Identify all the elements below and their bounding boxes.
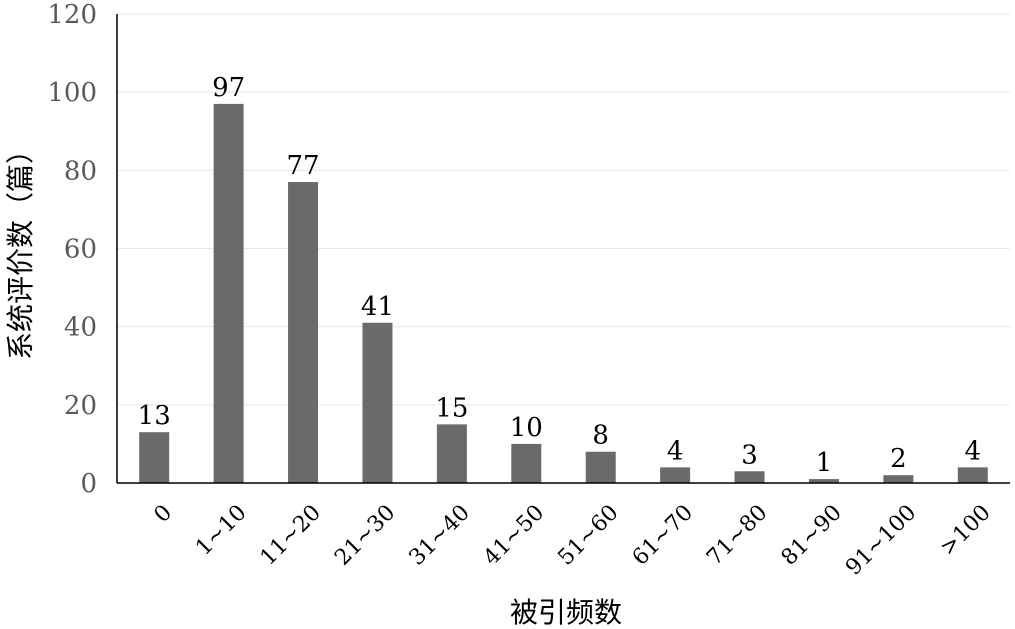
- bar: [585, 451, 616, 483]
- bar: [511, 443, 542, 483]
- x-tick-label: 0: [150, 500, 178, 528]
- bars: [139, 103, 988, 484]
- data-label: 15: [435, 393, 468, 423]
- bar: [436, 424, 467, 483]
- x-tick-label: 61~70: [628, 500, 698, 570]
- y-tick-label: 20: [64, 391, 97, 421]
- y-axis-title: 系统评价数（篇）: [4, 136, 37, 360]
- data-label: 2: [890, 444, 907, 474]
- x-tick-label: >100: [935, 500, 995, 560]
- y-tick-label: 40: [64, 313, 97, 343]
- data-label: 77: [286, 151, 319, 181]
- bar: [957, 467, 988, 483]
- y-axis-ticks: 0 20 40 60 80 100 120: [47, 0, 97, 499]
- bar: [660, 467, 691, 483]
- x-tick-label: 71~80: [702, 500, 772, 570]
- x-axis-ticks: 0 1~10 11~20 21~30 31~40 41~50 51~60 61~70 71~80…: [150, 500, 996, 580]
- data-label: 3: [741, 440, 758, 470]
- bar: [213, 103, 244, 484]
- x-tick-label: 11~20: [256, 500, 326, 570]
- bar: [139, 432, 170, 483]
- data-label: 4: [667, 436, 684, 466]
- bar: [288, 182, 319, 483]
- data-labels: 13 97 77 41 15 10 8 4 3 1 2 4: [138, 73, 981, 478]
- y-tick-label: 100: [47, 78, 97, 108]
- data-label: 8: [592, 421, 609, 451]
- y-tick-label: 60: [64, 235, 97, 265]
- x-tick-label: 31~40: [405, 500, 475, 570]
- y-tick-label: 120: [47, 0, 97, 30]
- bar: [808, 479, 839, 483]
- x-tick-label: 81~90: [777, 500, 847, 570]
- y-tick-label: 80: [64, 156, 97, 186]
- data-label: 13: [138, 401, 171, 431]
- bar: [362, 322, 393, 483]
- x-tick-label: 51~60: [553, 500, 623, 570]
- x-tick-label: 91~100: [841, 500, 921, 580]
- x-tick-label: 21~30: [330, 500, 400, 570]
- data-label: 4: [965, 436, 982, 466]
- data-label: 97: [212, 73, 245, 103]
- data-label: 10: [510, 413, 543, 443]
- bar: [734, 471, 765, 483]
- x-tick-label: 1~10: [191, 500, 251, 560]
- data-label: 41: [361, 292, 394, 322]
- y-tick-label: 0: [80, 469, 97, 499]
- x-tick-label: 41~50: [479, 500, 549, 570]
- data-label: 1: [816, 448, 833, 478]
- x-axis-title: 被引频数: [510, 596, 622, 629]
- gridlines: [117, 13, 1010, 406]
- bar: [883, 475, 914, 483]
